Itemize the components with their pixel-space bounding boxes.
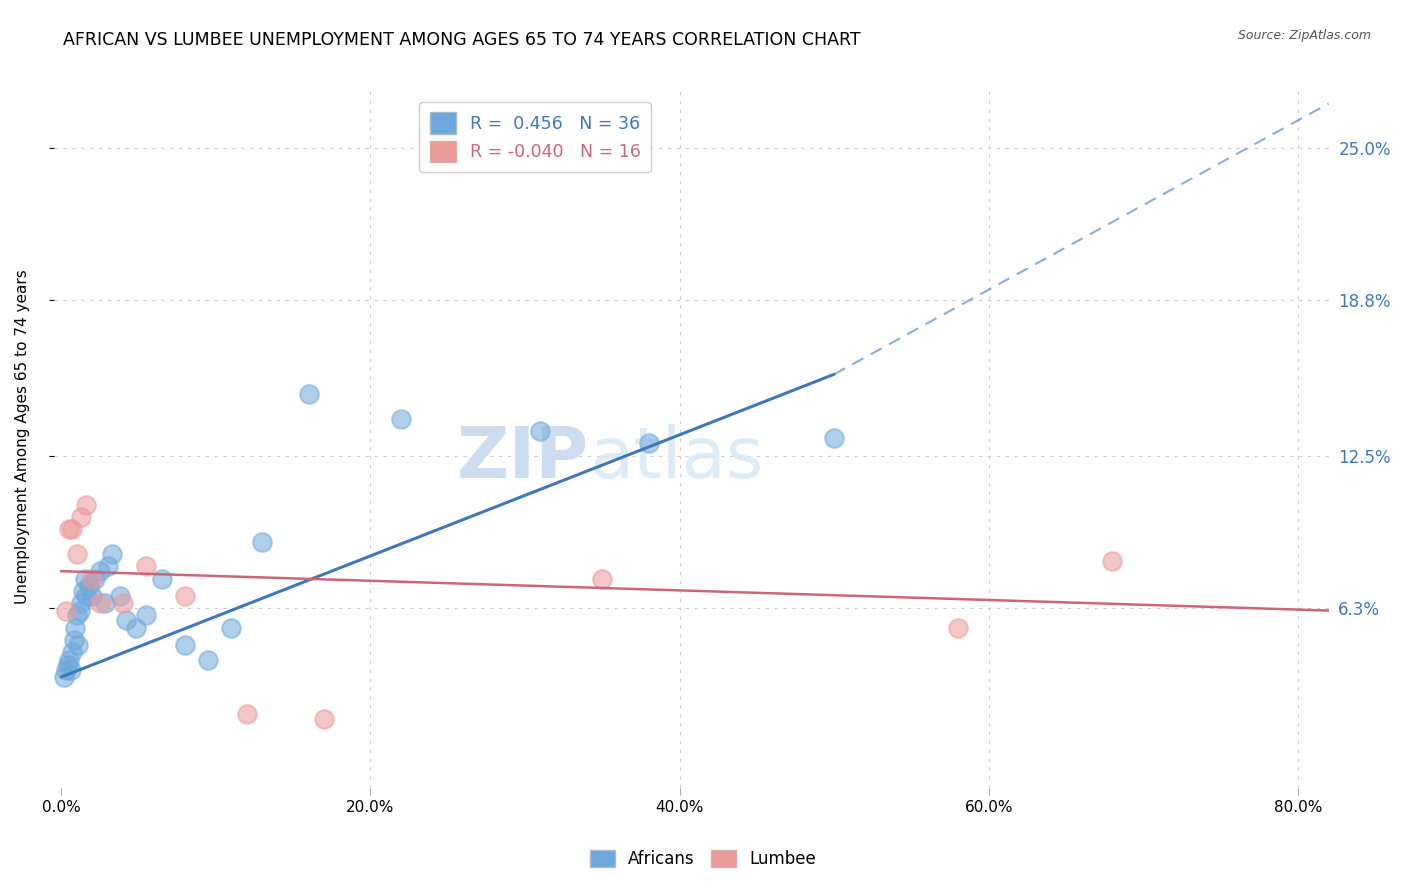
Point xyxy=(312,712,335,726)
Point xyxy=(101,547,124,561)
Point xyxy=(55,663,77,677)
Point xyxy=(89,564,111,578)
Point xyxy=(135,559,157,574)
Point xyxy=(66,608,89,623)
Point xyxy=(150,572,173,586)
Point xyxy=(174,589,197,603)
Point xyxy=(59,663,82,677)
Point xyxy=(591,572,613,586)
Point xyxy=(67,638,90,652)
Point xyxy=(124,621,146,635)
Point xyxy=(60,522,83,536)
Point xyxy=(72,583,94,598)
Point xyxy=(58,522,80,536)
Point xyxy=(70,596,93,610)
Point xyxy=(55,603,77,617)
Legend: Africans, Lumbee: Africans, Lumbee xyxy=(583,843,823,875)
Point xyxy=(62,633,84,648)
Point xyxy=(823,431,845,445)
Point xyxy=(637,436,659,450)
Point xyxy=(174,638,197,652)
Point xyxy=(946,621,969,635)
Point xyxy=(70,510,93,524)
Point xyxy=(73,572,96,586)
Point xyxy=(60,645,83,659)
Text: Source: ZipAtlas.com: Source: ZipAtlas.com xyxy=(1237,29,1371,42)
Point xyxy=(93,596,115,610)
Point xyxy=(82,589,104,603)
Text: atlas: atlas xyxy=(589,424,763,492)
Point xyxy=(221,621,243,635)
Y-axis label: Unemployment Among Ages 65 to 74 years: Unemployment Among Ages 65 to 74 years xyxy=(15,269,30,605)
Point xyxy=(252,534,274,549)
Point xyxy=(115,614,138,628)
Legend: R =  0.456   N = 36, R = -0.040   N = 16: R = 0.456 N = 36, R = -0.040 N = 16 xyxy=(419,102,651,172)
Point xyxy=(89,596,111,610)
Point xyxy=(298,387,321,401)
Point xyxy=(75,498,97,512)
Point xyxy=(65,621,87,635)
Point xyxy=(75,589,97,603)
Text: ZIP: ZIP xyxy=(457,424,589,492)
Point xyxy=(197,653,219,667)
Point xyxy=(77,579,100,593)
Point xyxy=(69,603,91,617)
Point xyxy=(53,670,76,684)
Point xyxy=(135,608,157,623)
Point xyxy=(112,596,135,610)
Text: AFRICAN VS LUMBEE UNEMPLOYMENT AMONG AGES 65 TO 74 YEARS CORRELATION CHART: AFRICAN VS LUMBEE UNEMPLOYMENT AMONG AGE… xyxy=(63,31,860,49)
Point xyxy=(529,424,551,438)
Point xyxy=(84,572,107,586)
Point xyxy=(66,547,89,561)
Point xyxy=(389,411,412,425)
Point xyxy=(82,572,104,586)
Point xyxy=(97,559,120,574)
Point xyxy=(1101,554,1123,568)
Point xyxy=(236,706,259,721)
Point xyxy=(56,657,79,672)
Point xyxy=(108,589,131,603)
Point xyxy=(58,653,80,667)
